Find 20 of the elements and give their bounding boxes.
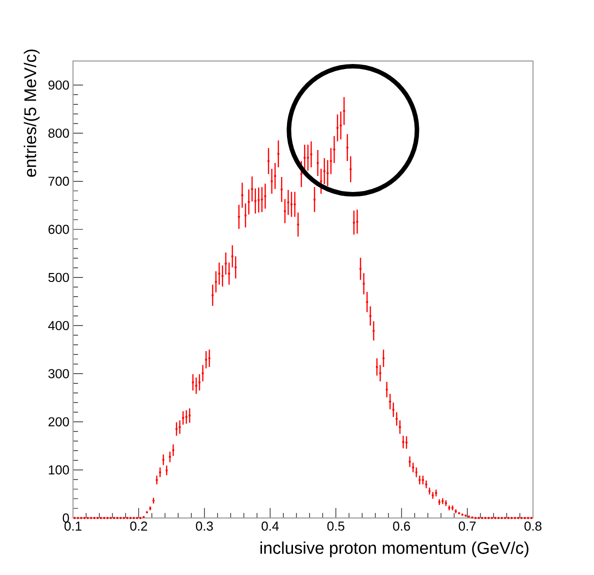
y-tick-label: 600 — [48, 224, 69, 234]
y-tick-label: 400 — [48, 320, 69, 330]
y-tick-label: 300 — [48, 369, 69, 378]
x-axis-title: inclusive proton momentum (GeV/c) — [260, 542, 528, 558]
y-axis-title: entries/(5 MeV/c) — [24, 50, 40, 177]
y-tick-label: 900 — [48, 80, 69, 90]
y-tick-label: 0 — [62, 513, 69, 523]
y-tick-label: 100 — [48, 465, 69, 474]
y-tick-label: 200 — [48, 417, 69, 426]
x-tick-label: 0.8 — [524, 522, 542, 531]
x-tick-label: 0.2 — [130, 522, 148, 531]
y-tick-label: 700 — [48, 176, 69, 186]
x-tick-label: 0.1 — [64, 522, 82, 531]
x-tick-label: 0.3 — [196, 522, 213, 531]
x-tick-label: 0.6 — [393, 522, 410, 531]
x-tick-label: 0.4 — [262, 522, 279, 531]
x-tick-label: 0.5 — [327, 522, 344, 531]
y-tick-label: 800 — [48, 128, 69, 138]
x-tick-label: 0.7 — [458, 522, 476, 531]
y-tick-label: 500 — [48, 272, 69, 282]
